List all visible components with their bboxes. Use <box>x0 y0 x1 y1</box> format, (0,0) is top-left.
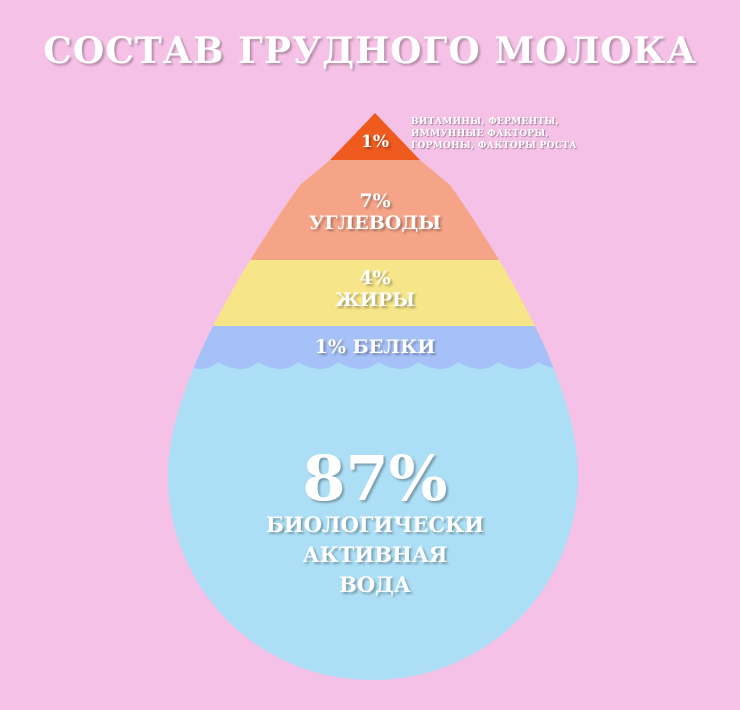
carbs-label: УГЛЕВОДЫ <box>308 212 442 234</box>
micro-percent: 1% <box>361 132 389 152</box>
fats-percent: 4% <box>359 267 391 289</box>
micro-note-line: ВИТАМИНЫ, ФЕРМЕНТЫ, <box>411 117 560 127</box>
fats-label: ЖИРЫ <box>335 289 415 311</box>
water-percent: 87% <box>302 442 448 515</box>
micro-note-line: ГОРМОНЫ, ФАКТОРЫ РОСТА <box>411 141 577 152</box>
proteins-label: 1% БЕЛКИ <box>314 336 436 358</box>
water-label-line: АКТИВНАЯ <box>302 542 448 567</box>
micro-note-line: ИММУННЫЕ ФАКТОРЫ, <box>411 129 549 140</box>
water-label-line: ВОДА <box>339 572 411 597</box>
water-tier <box>167 340 579 680</box>
page-title: СОСТАВ ГРУДНОГО МОЛОКА <box>43 30 697 72</box>
water-label-line: БИОЛОГИЧЕСКИ <box>265 512 485 537</box>
carbs-percent: 7% <box>359 190 391 212</box>
micro-nutrients-note: ВИТАМИНЫ, ФЕРМЕНТЫ, ИММУННЫЕ ФАКТОРЫ, ГО… <box>411 116 611 152</box>
